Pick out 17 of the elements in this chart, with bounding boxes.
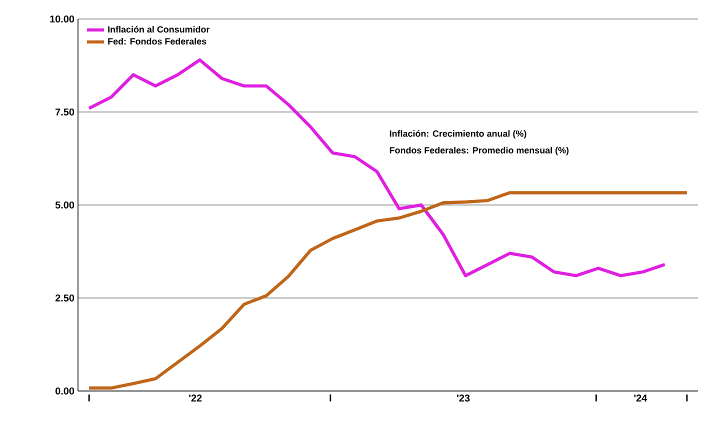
y-tick-label: 10.00 <box>50 15 74 23</box>
y-tick-label: 2.50 <box>55 294 74 302</box>
x-tick-label: I <box>88 394 90 402</box>
y-tick-label: 5.00 <box>55 201 74 209</box>
x-tick-label: I <box>595 394 597 402</box>
x-tick-label: '23 <box>457 394 470 402</box>
x-tick-label: '24 <box>634 394 648 402</box>
x-tick-label: '22 <box>189 394 202 402</box>
annotation: Inflación: Crecimiento anual (%) <box>390 130 526 139</box>
legend-label: Inflación al Consumidor <box>108 26 210 33</box>
annotation: Fondos Federales: Promedio mensual (%) <box>390 146 569 156</box>
x-tick-label: I <box>330 394 332 402</box>
legend-label: Fed: Fondos Federales <box>108 38 206 45</box>
y-tick-label: 0.00 <box>55 387 74 395</box>
y-tick-label: 7.50 <box>56 108 74 116</box>
x-tick-label: I <box>686 394 688 402</box>
line-series <box>87 58 666 278</box>
